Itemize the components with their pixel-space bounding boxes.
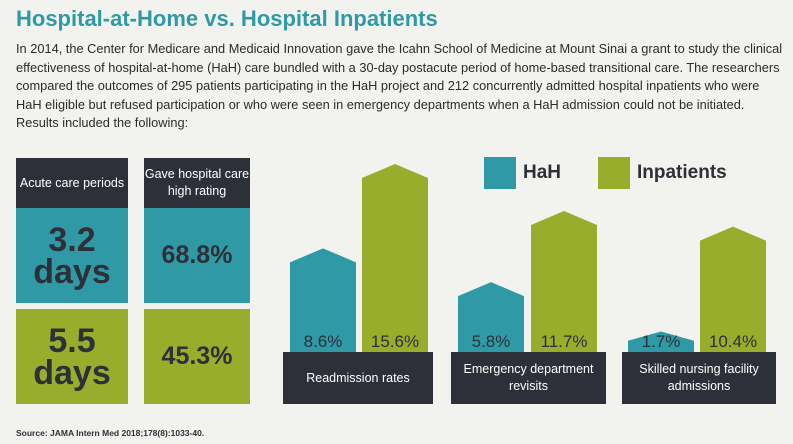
page-title: Hospital-at-Home vs. Hospital Inpatients xyxy=(16,6,438,31)
inpatient-days-number: 5.5 xyxy=(48,321,96,360)
hah-rating-value: 68.8% xyxy=(144,208,250,303)
hah-days-number: 3.2 xyxy=(48,220,96,259)
bar-inpatients-1 xyxy=(531,211,597,352)
source-citation: Source: JAMA Intern Med 2018;178(8):1033… xyxy=(16,428,205,438)
acute-care-header: Acute care periods xyxy=(16,158,128,208)
bar-hah-2 xyxy=(628,331,694,352)
bar-label-inpatients-0: 15.6% xyxy=(371,332,419,351)
category-snf-admissions: Skilled nursing facility admissions xyxy=(622,352,776,404)
hah-acute-care-value: 3.2 days xyxy=(16,208,128,303)
rating-header-label: Gave hospital care high rating xyxy=(144,167,250,198)
bar-inpatients-2 xyxy=(700,226,766,352)
inpatient-acute-care-value: 5.5 days xyxy=(16,309,128,404)
legend-inpatients-label: Inpatients xyxy=(637,162,727,183)
bar-inpatients-0 xyxy=(362,164,428,352)
legend-inpatients-swatch xyxy=(598,157,630,189)
intro-paragraph: In 2014, the Center for Medicare and Med… xyxy=(16,41,783,131)
bar-label-hah-1: 5.8% xyxy=(472,332,511,351)
inpatient-rating-value: 45.3% xyxy=(144,309,250,404)
bar-hah-1 xyxy=(458,282,524,352)
bar-label-hah-0: 8.6% xyxy=(304,332,343,351)
bar-label-hah-2: 1.7% xyxy=(642,332,681,351)
category-readmission: Readmission rates xyxy=(283,352,433,404)
legend-hah-label: HaH xyxy=(523,162,562,183)
category-ed-revisits: Emergency department revisits xyxy=(451,352,606,404)
hah-days-unit: days xyxy=(33,252,111,291)
acute-care-header-label: Acute care periods xyxy=(19,175,125,190)
bar-label-inpatients-1: 11.7% xyxy=(541,332,588,351)
bar-label-inpatients-2: 10.4% xyxy=(709,332,757,351)
bar-hah-0 xyxy=(290,248,356,352)
legend-hah-swatch xyxy=(484,157,516,189)
rating-header: Gave hospital care high rating xyxy=(144,158,250,208)
inpatient-days-unit: days xyxy=(33,353,111,392)
